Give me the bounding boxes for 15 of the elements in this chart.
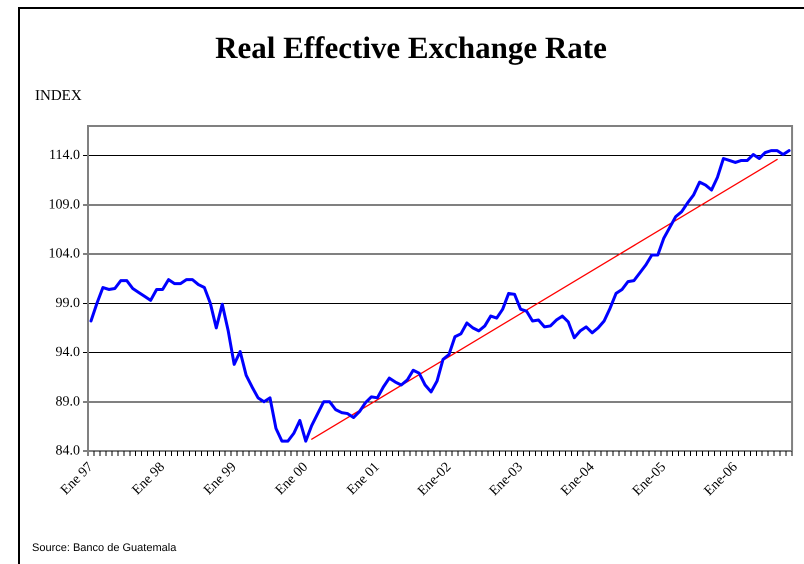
x-tick-label: Ene 98 [130,460,168,498]
y-tick-label: 114.0 [49,148,80,164]
y-tick-label: 89.0 [56,394,80,410]
chart-title: Real Effective Exchange Rate [214,30,608,66]
y-tick-label: 99.0 [56,296,80,311]
x-tick-label: Ene 01 [344,460,383,498]
x-tick-label: Ene 00 [272,460,312,498]
y-tick-label: 109.0 [48,197,80,212]
y-tick-label: 84.0 [56,444,80,459]
y-tick-label: 94.0 [56,345,80,360]
y-tick-label: 104.0 [48,246,80,262]
y-axis-title: INDEX [35,88,82,105]
x-tick-label: Ene 99 [201,460,240,498]
x-tick-label: Ene 97 [58,460,96,498]
source-note: Source: Banco de Guatemala [32,542,176,554]
